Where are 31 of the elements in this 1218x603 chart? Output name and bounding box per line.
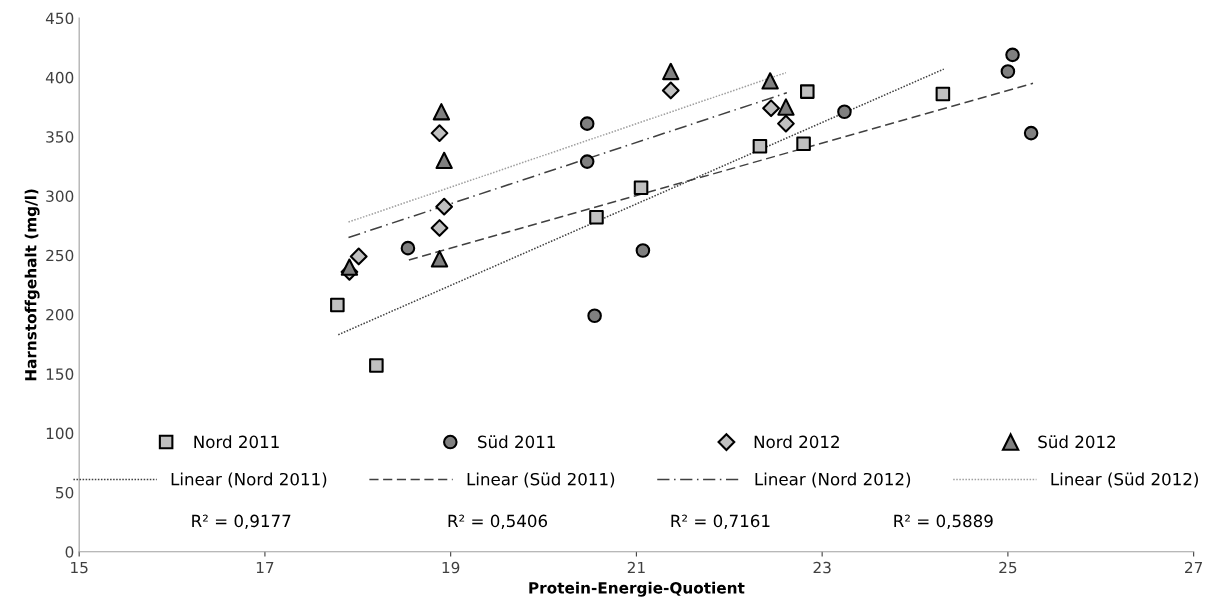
legend-label: Linear (Süd 2011) [467,472,615,488]
annotation: R² = 0,5889 [894,514,993,529]
y-axis-title: Harnstoffgehalt (mg/l) [24,189,40,381]
y-tick-label: 0 [65,546,74,558]
x-tick-label: 27 [1185,561,1203,574]
x-tick-label: 15 [71,561,88,574]
x-tick-label: 17 [256,561,274,574]
legend-label: Nord 2012 [754,435,839,449]
x-tick-label: 25 [999,561,1017,574]
y-tick-label: 450 [45,12,74,25]
y-tick-label: 200 [46,309,74,321]
legend-label: Süd 2012 [1038,435,1116,449]
annotation: R² = 0,7161 [671,514,770,529]
x-tick-label: 21 [627,561,645,574]
legend-label: Süd 2011 [478,435,555,449]
legend-label: Linear (Süd 2012) [1051,472,1198,488]
annotation: R² = 0,5406 [448,514,548,529]
y-tick-label: 350 [46,131,74,143]
y-tick-label: 400 [45,71,74,84]
y-tick-label: 50 [56,486,74,499]
y-tick-label: 150 [46,368,74,380]
annotation: R² = 0,9177 [192,514,291,529]
legend-label: Nord 2011 [194,435,279,449]
y-tick-label: 100 [46,427,74,440]
y-tick-label: 300 [46,190,74,202]
legend-label: Linear (Nord 2012) [755,472,911,488]
x-tick-label: 19 [442,561,460,574]
legend-label: Linear (Nord 2011) [171,472,327,488]
x-axis-title: Protein-Energie-Quotient [529,581,745,597]
x-tick-label: 23 [813,561,831,574]
y-tick-label: 250 [46,249,74,262]
